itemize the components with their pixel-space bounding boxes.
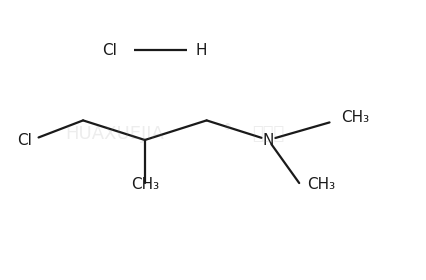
Text: CH₃: CH₃ xyxy=(131,177,159,192)
Text: N: N xyxy=(263,132,274,148)
Text: ®: ® xyxy=(224,123,232,132)
Text: HUAXUEJIA: HUAXUEJIA xyxy=(66,125,164,143)
Text: Cl: Cl xyxy=(102,43,117,58)
Text: Cl: Cl xyxy=(17,132,32,148)
Text: CH₃: CH₃ xyxy=(341,110,369,125)
Text: CH₃: CH₃ xyxy=(307,177,335,192)
Text: 化学加: 化学加 xyxy=(252,125,285,143)
Text: H: H xyxy=(196,43,207,58)
